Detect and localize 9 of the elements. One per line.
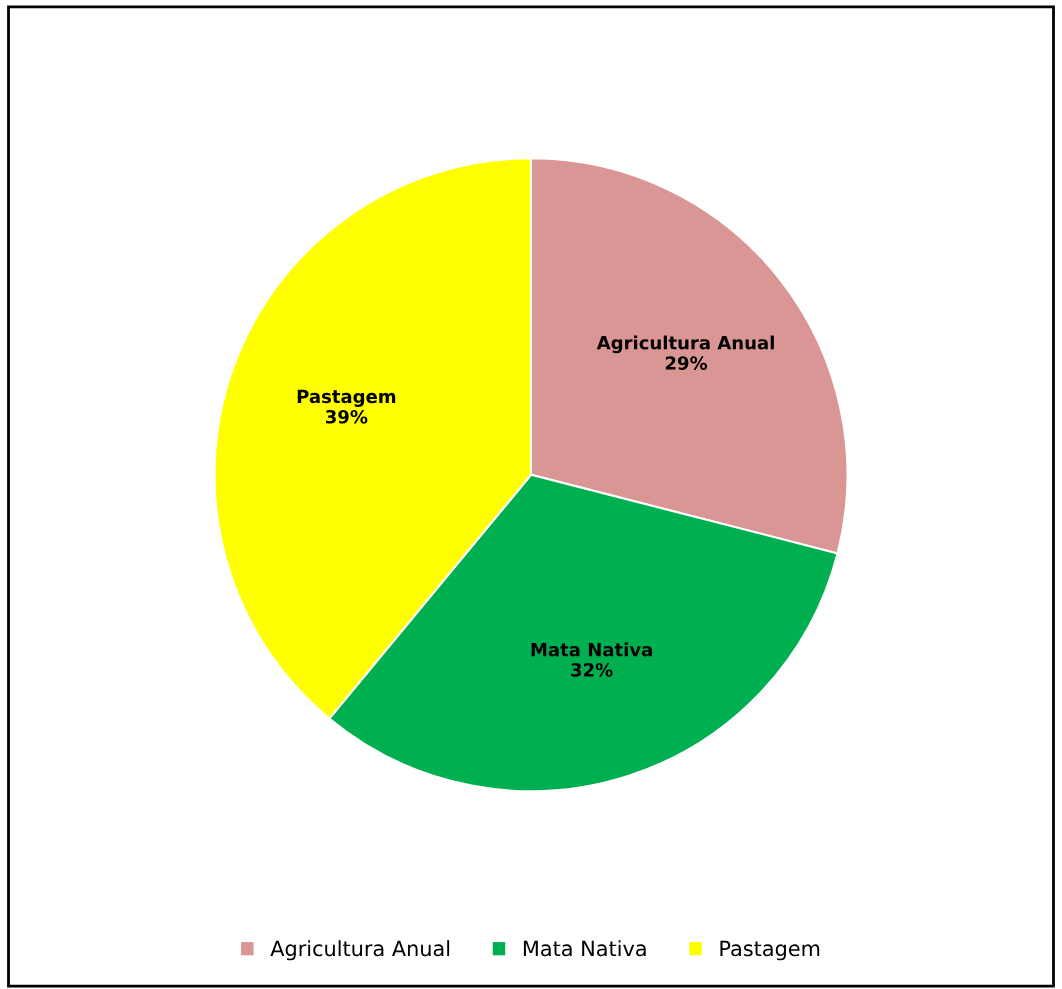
legend-label: Mata Nativa (523, 940, 646, 957)
data-label: 32% (571, 663, 613, 677)
legend-label: Pastagem (720, 940, 820, 961)
data-label: 29% (665, 356, 708, 370)
slice-label: Mata Nativa (531, 642, 652, 657)
slice-label: Agricultura Anual (596, 335, 774, 354)
slice-label: Pastagem (297, 389, 396, 407)
data-label: 39% (325, 409, 368, 424)
legend-label: Agricultura Anual (270, 940, 450, 961)
